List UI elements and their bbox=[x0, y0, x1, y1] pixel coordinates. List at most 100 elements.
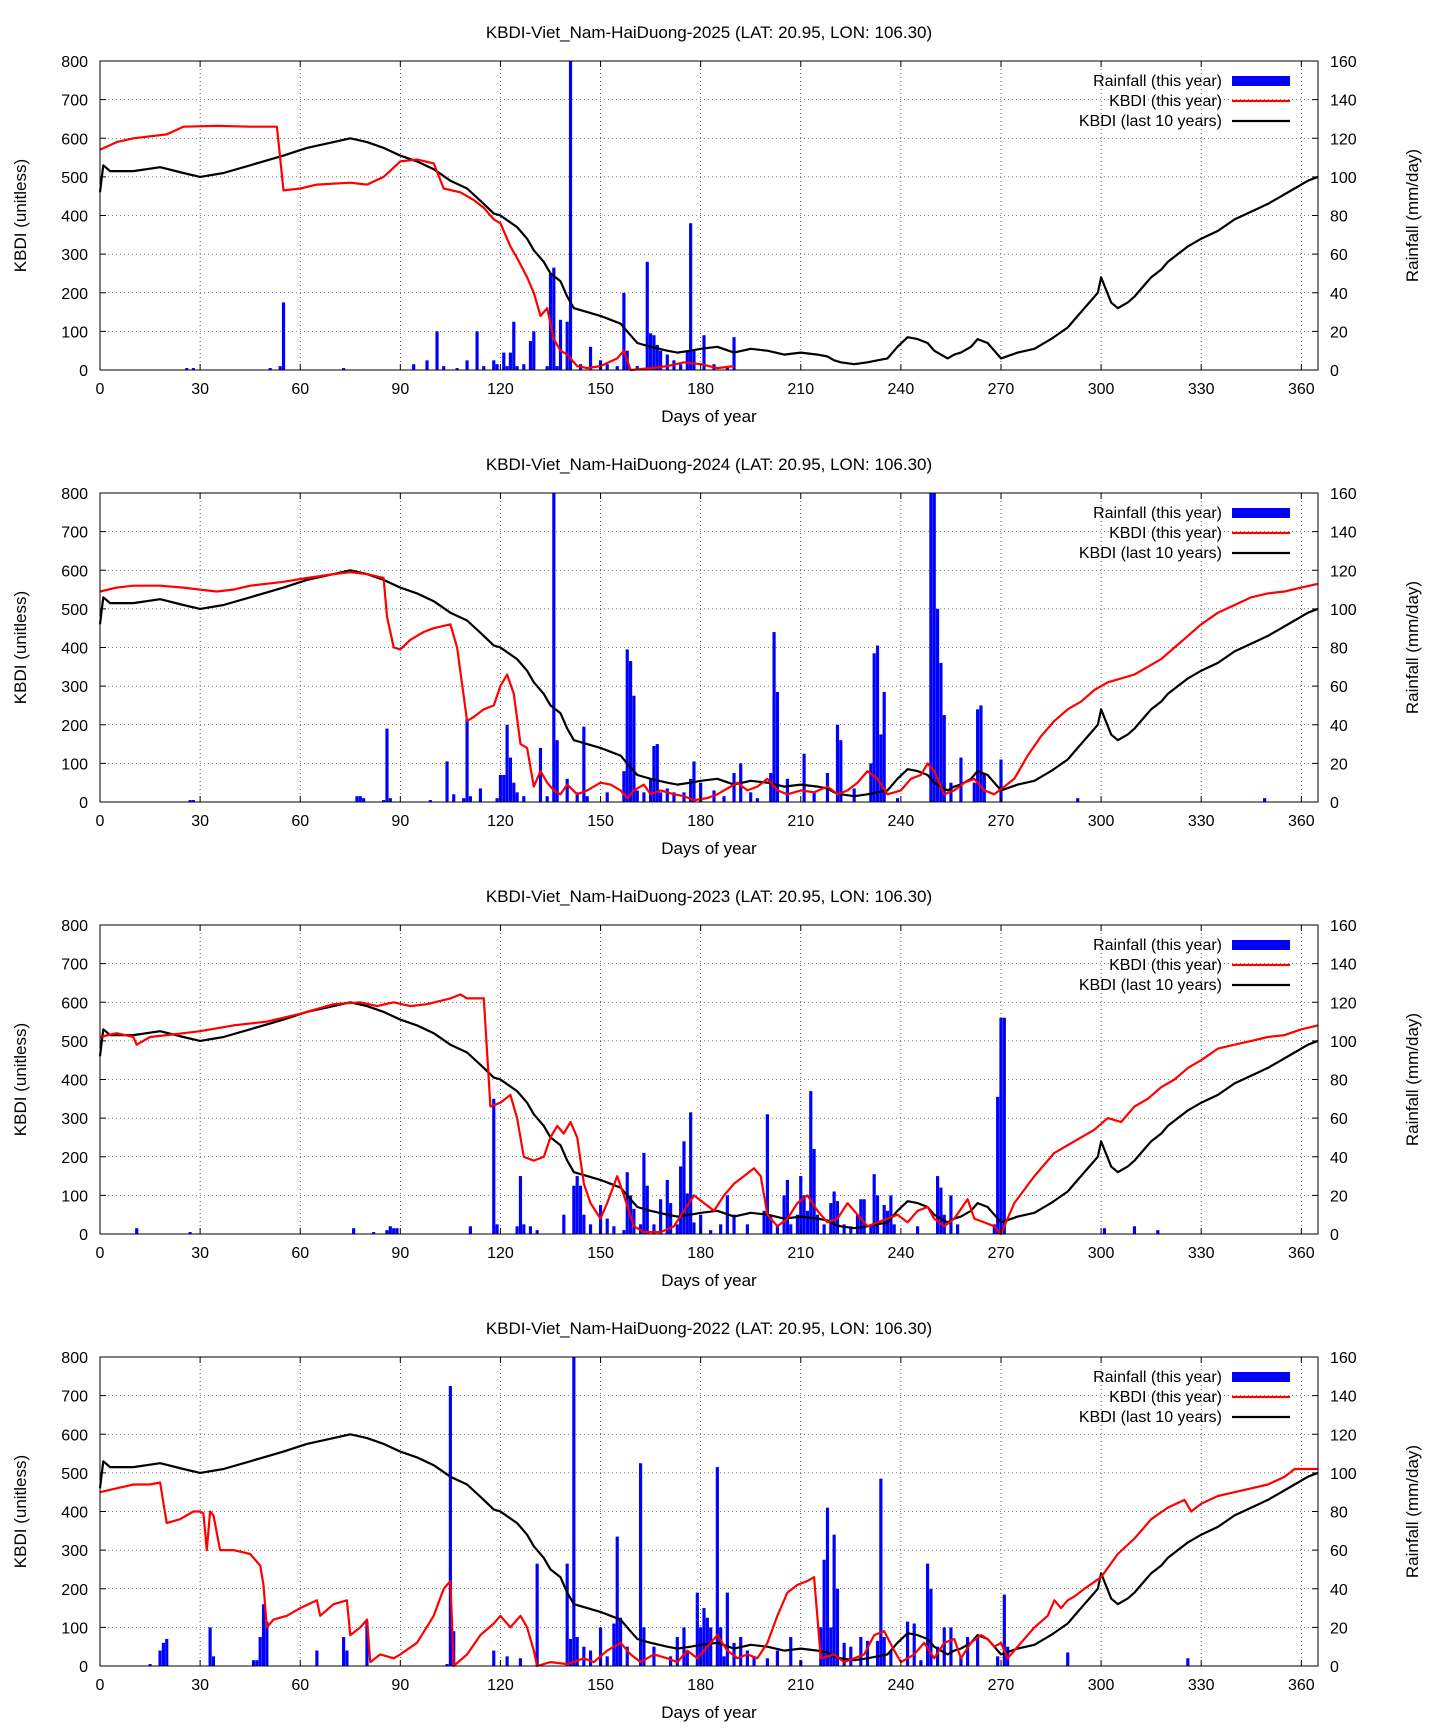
rainfall-bar bbox=[528, 341, 533, 370]
rainfall-bar bbox=[849, 1226, 853, 1234]
rainfall-bar bbox=[502, 352, 506, 370]
y-tick-label: 600 bbox=[61, 131, 88, 148]
rainfall-bar bbox=[689, 223, 693, 370]
y2-tick-label: 80 bbox=[1330, 1073, 1348, 1090]
y-tick-label: 800 bbox=[61, 1350, 88, 1367]
rainfall-bar bbox=[445, 761, 449, 802]
rainfall-bar bbox=[929, 1588, 933, 1666]
kbdi-last10-line bbox=[98, 137, 1319, 366]
chart-panel-2: KBDI-Viet_Nam-HaiDuong-2023 (LAT: 20.95,… bbox=[11, 887, 1422, 1290]
y-tick-label: 800 bbox=[61, 918, 88, 935]
rainfall-bar bbox=[255, 1660, 259, 1666]
rainfall-bar bbox=[799, 1176, 803, 1234]
y2-tick-label: 60 bbox=[1330, 247, 1348, 264]
rainfall-bar bbox=[185, 368, 189, 370]
chart-panel-0: KBDI-Viet_Nam-HaiDuong-2025 (LAT: 20.95,… bbox=[11, 23, 1422, 426]
rainfall-bar bbox=[572, 1185, 576, 1234]
rainfall-bar bbox=[775, 1650, 779, 1666]
rainfall-bar bbox=[468, 796, 472, 802]
x-tick-label: 210 bbox=[787, 1245, 814, 1262]
rainfall-bar bbox=[749, 792, 753, 802]
y-axis-label: KBDI (unitless) bbox=[11, 1455, 30, 1568]
rainfall-bar bbox=[598, 1627, 603, 1666]
x-tick-label: 90 bbox=[391, 813, 409, 830]
rainfall-bar bbox=[685, 1193, 689, 1234]
x-tick-label: 90 bbox=[391, 1245, 409, 1262]
x-tick-label: 330 bbox=[1188, 1677, 1215, 1694]
axis-ticks: 0 30 60 90 120 150 180 210 240 270 300 330 360 0 100 20… bbox=[61, 54, 1357, 398]
rainfall-bar bbox=[632, 1208, 636, 1234]
rainfall-bar bbox=[685, 350, 689, 370]
legend-kbdi-last10-label: KBDI (last 10 years) bbox=[1079, 1409, 1222, 1426]
rainfall-bar bbox=[879, 734, 883, 802]
legend-kbdi-this-year-label: KBDI (this year) bbox=[1109, 93, 1222, 110]
y2-tick-label: 100 bbox=[1330, 1034, 1357, 1051]
y2-tick-label: 60 bbox=[1330, 1111, 1348, 1128]
rainfall-bar bbox=[822, 1559, 826, 1666]
rainfall-bar bbox=[265, 1621, 269, 1666]
rainfall-bar bbox=[795, 1214, 800, 1234]
rainfall-bar bbox=[669, 1656, 673, 1666]
grid-lines bbox=[100, 61, 1318, 370]
rainfall-bar bbox=[508, 757, 513, 802]
rainfall-bar bbox=[675, 1637, 679, 1666]
rainfall-bar bbox=[739, 1637, 743, 1666]
y-tick-label: 600 bbox=[61, 995, 88, 1012]
rainfall-bar bbox=[719, 1627, 723, 1666]
rainfall-bar bbox=[445, 1664, 449, 1666]
y-tick-label: 400 bbox=[61, 1073, 88, 1090]
rainfall-bar bbox=[605, 792, 609, 802]
rainfall-bar bbox=[865, 1640, 870, 1666]
rainfall-bar bbox=[625, 1646, 629, 1666]
grid-lines bbox=[100, 925, 1318, 1234]
rainfall-bar bbox=[679, 1166, 683, 1234]
rainfall-bar bbox=[578, 1185, 583, 1234]
x-tick-label: 210 bbox=[787, 381, 814, 398]
rainfall-bar bbox=[575, 792, 579, 802]
rainfall-bar bbox=[385, 728, 389, 802]
y-tick-label: 200 bbox=[61, 1150, 88, 1167]
rainfall-bar bbox=[625, 649, 629, 802]
rainfall-bar bbox=[932, 493, 936, 802]
rainfall-bar bbox=[562, 1214, 566, 1234]
x-tick-label: 300 bbox=[1088, 381, 1115, 398]
rainfall-bar bbox=[622, 1230, 626, 1234]
rainfall-bar bbox=[635, 366, 639, 370]
rainfall-bar bbox=[652, 745, 656, 802]
rainfall-bar bbox=[822, 1224, 826, 1234]
rainfall-bar bbox=[538, 747, 543, 802]
rainfall-bar bbox=[502, 774, 506, 802]
rainfall-bar bbox=[869, 763, 873, 802]
rainfall-bar bbox=[849, 1646, 853, 1666]
y2-tick-label: 140 bbox=[1330, 957, 1357, 974]
rainfall-bar bbox=[165, 1638, 169, 1666]
rainfall-bar bbox=[862, 1199, 866, 1234]
rainfall-bar bbox=[428, 800, 432, 802]
rainfall-bar bbox=[719, 1224, 723, 1234]
rainfall-bars bbox=[135, 1017, 1160, 1234]
y2-tick-label: 100 bbox=[1330, 170, 1357, 187]
chart-title: KBDI-Viet_Nam-HaiDuong-2022 (LAT: 20.95,… bbox=[486, 1319, 932, 1338]
rainfall-bar bbox=[362, 798, 366, 802]
rainfall-bar bbox=[659, 1199, 663, 1234]
y2-tick-label: 20 bbox=[1330, 1188, 1348, 1205]
rainfall-bar bbox=[832, 1534, 836, 1666]
x-tick-label: 30 bbox=[191, 1677, 209, 1694]
y2-tick-label: 140 bbox=[1330, 1389, 1357, 1406]
rainfall-bar bbox=[889, 1650, 893, 1666]
x-tick-label: 120 bbox=[487, 1245, 514, 1262]
rainfall-bar bbox=[912, 1623, 916, 1666]
rainfall-bar bbox=[208, 1627, 212, 1666]
y-tick-label: 300 bbox=[61, 679, 88, 696]
chart-title: KBDI-Viet_Nam-HaiDuong-2025 (LAT: 20.95,… bbox=[486, 23, 932, 42]
rainfall-bar bbox=[805, 1210, 810, 1234]
rainfall-bar bbox=[148, 1664, 152, 1666]
rainfall-bar bbox=[388, 1226, 392, 1234]
rainfall-bar bbox=[512, 321, 516, 370]
rainfall-bar bbox=[835, 724, 840, 802]
rainfall-bar bbox=[258, 1637, 262, 1666]
rainfall-bar bbox=[645, 261, 649, 370]
rainfall-bar bbox=[832, 1191, 836, 1234]
y-tick-label: 0 bbox=[79, 795, 88, 812]
x-tick-label: 270 bbox=[988, 1677, 1015, 1694]
